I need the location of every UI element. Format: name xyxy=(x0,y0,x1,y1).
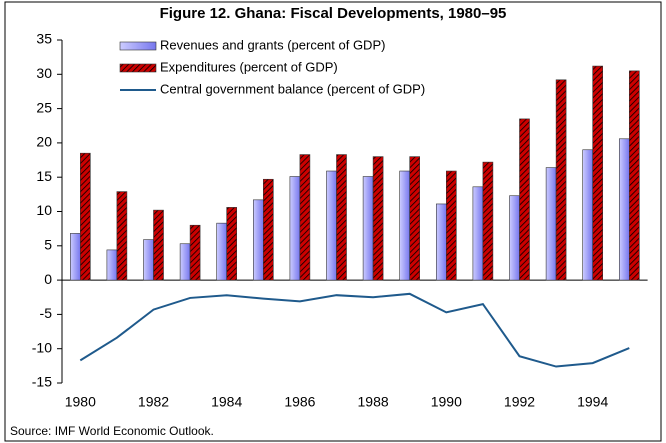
legend-label: Central government balance (percent of G… xyxy=(160,81,425,96)
y-tick-label: 20 xyxy=(36,134,52,150)
bar xyxy=(262,178,274,281)
y-tick-label: 30 xyxy=(36,65,52,81)
balance-line xyxy=(79,292,630,368)
legend: Revenues and grants (percent of GDP) Expe… xyxy=(119,37,425,96)
bar xyxy=(106,249,118,281)
bar xyxy=(326,170,337,281)
x-tick-label: 1992 xyxy=(504,394,535,410)
bar xyxy=(226,207,237,281)
bar xyxy=(618,138,630,281)
legend-swatch xyxy=(119,41,157,51)
x-tick-label: 1994 xyxy=(577,394,608,410)
bar xyxy=(289,176,301,281)
bar xyxy=(362,176,374,281)
legend-swatch xyxy=(119,63,157,73)
legend-label: Expenditures (percent of GDP) xyxy=(160,59,338,74)
x-tick-label: 1984 xyxy=(211,394,242,410)
bar xyxy=(143,239,154,281)
y-tick-label: 0 xyxy=(44,271,52,287)
bar xyxy=(179,243,191,281)
bar xyxy=(482,161,494,281)
x-tick-label: 1982 xyxy=(138,394,169,410)
x-tick-label: 1988 xyxy=(358,394,389,410)
x-tick-label: 1986 xyxy=(284,394,315,410)
bar xyxy=(299,154,311,281)
bar xyxy=(582,149,594,281)
bar xyxy=(628,70,640,281)
bar xyxy=(153,209,164,281)
legend-label: Revenues and grants (percent of GDP) xyxy=(160,37,385,52)
frame xyxy=(4,1,662,442)
bar xyxy=(372,156,384,281)
bar xyxy=(445,170,457,281)
y-tick-label: -5 xyxy=(40,305,53,321)
bar xyxy=(336,154,347,281)
bar xyxy=(189,224,201,281)
bar xyxy=(116,191,128,281)
bar xyxy=(509,195,520,281)
bar xyxy=(70,233,81,281)
y-tick-label: 25 xyxy=(36,99,52,115)
x-tick-label: 1990 xyxy=(431,394,462,410)
y-tick-label: -15 xyxy=(32,374,52,390)
y-tick-label: 35 xyxy=(36,31,52,47)
bar xyxy=(253,199,264,281)
y-tick-label: 15 xyxy=(36,168,52,184)
bar xyxy=(592,65,604,281)
bar xyxy=(399,170,411,281)
bar xyxy=(216,222,227,281)
bar xyxy=(545,167,557,281)
bar xyxy=(435,203,447,281)
bar xyxy=(555,79,567,281)
bar xyxy=(409,156,421,281)
bar xyxy=(519,118,530,281)
y-tick-label: 5 xyxy=(44,237,52,253)
bar xyxy=(472,186,484,281)
bar xyxy=(80,152,91,281)
chart-title: Figure 12. Ghana: Fiscal Developments, 1… xyxy=(160,5,507,22)
x-tick-label: 1980 xyxy=(65,394,96,410)
y-tick-label: -10 xyxy=(32,339,52,355)
y-tick-label: 10 xyxy=(36,202,52,218)
source-note: Source: IMF World Economic Outlook. xyxy=(10,424,214,438)
